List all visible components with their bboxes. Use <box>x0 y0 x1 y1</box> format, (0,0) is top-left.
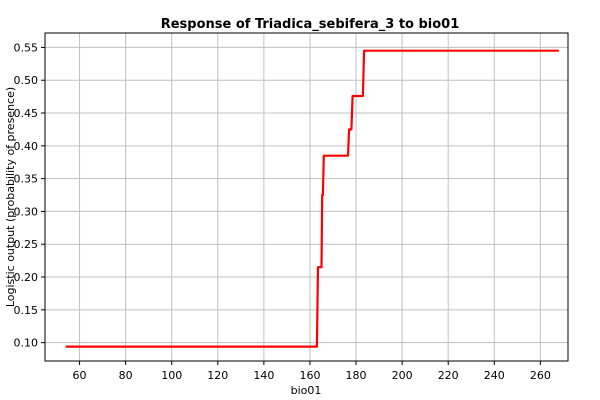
series-group <box>65 49 559 348</box>
x-tick-label: 240 <box>484 369 505 382</box>
plot-border <box>44 32 569 362</box>
y-tick-label: 0.55 <box>14 41 39 54</box>
y-tick-label: 0.20 <box>14 271 39 284</box>
y-tick-label: 0.30 <box>14 205 39 218</box>
y-tick-label: 0.10 <box>14 337 39 350</box>
y-tick-label: 0.25 <box>14 238 39 251</box>
y-axis-label: Logistic output (probability of presence… <box>4 87 17 307</box>
y-tick-label: 0.40 <box>14 140 39 153</box>
x-axis-label: bio01 <box>291 384 322 397</box>
y-tick-label: 0.45 <box>14 107 39 120</box>
x-tick-label: 100 <box>161 369 182 382</box>
plot-area <box>45 33 568 361</box>
chart-title: Response of Triadica_sebifera_3 to bio01 <box>161 17 460 32</box>
x-tick-label: 60 <box>73 369 87 382</box>
x-tick-label: 260 <box>530 369 551 382</box>
y-tick-label: 0.15 <box>14 304 39 317</box>
x-axis-ticks: 60 80 100 120 140 160 180 200 220 240 260 <box>73 361 551 382</box>
x-tick-label: 120 <box>207 369 228 382</box>
x-tick-label: 200 <box>392 369 413 382</box>
x-tick-label: 160 <box>299 369 320 382</box>
y-tick-label: 0.50 <box>14 74 39 87</box>
grid-lines <box>45 33 568 361</box>
x-tick-label: 220 <box>438 369 459 382</box>
x-tick-label: 180 <box>346 369 367 382</box>
y-axis-ticks: 0.10 0.15 0.20 0.25 0.30 0.35 0.40 0.45 0.50 0.55 <box>14 41 45 350</box>
x-tick-label: 140 <box>253 369 274 382</box>
response-curve <box>65 49 559 348</box>
y-tick-label: 0.35 <box>14 173 39 186</box>
x-tick-label: 80 <box>119 369 133 382</box>
